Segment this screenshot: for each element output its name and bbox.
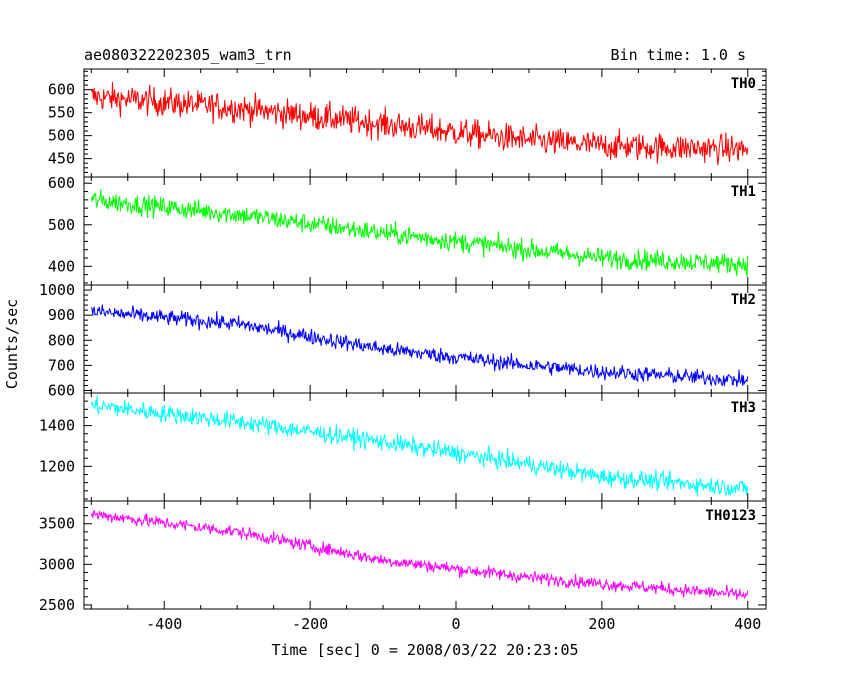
y-tick-label: 500	[48, 216, 75, 234]
y-axis-title: Counts/sec	[3, 299, 21, 389]
y-tick-label: 550	[48, 104, 75, 122]
bin-time-label: Bin time: 1.0 s	[611, 46, 746, 64]
y-tick-label: 500	[48, 127, 75, 145]
panel-th0: 450 500 550 600 TH0	[48, 68, 767, 178]
y-tick-label: 600	[48, 81, 75, 99]
y-tick-label: 2500	[39, 596, 75, 614]
panel-label-th3: TH3	[731, 400, 756, 416]
series-line-th2	[90, 304, 749, 387]
series-line-th1	[90, 189, 749, 277]
panel-label-th0: TH0	[731, 76, 756, 92]
x-tick-label: -200	[292, 615, 328, 633]
y-tick-label: 3000	[39, 555, 75, 573]
y-tick-label: 400	[48, 257, 75, 275]
x-tick-label: 0	[451, 615, 460, 633]
panel-frame	[83, 176, 767, 286]
y-tick-label: 1000	[39, 281, 75, 299]
y-tick-label: 600	[48, 174, 75, 192]
panel-frame	[83, 392, 767, 502]
panels-group: 450 500 550 600 TH0 400 500 600 TH1 600 700 800 900 1…	[39, 68, 767, 614]
y-tick-label: 1400	[39, 417, 75, 435]
panel-frame	[83, 68, 767, 178]
panel-th1: 400 500 600 TH1	[48, 174, 767, 286]
panel-label-th2: TH2	[731, 292, 756, 308]
panel-th0123: 2500 3000 3500 TH0123	[39, 500, 767, 614]
plot-title: ae080322202305_wam3_trn	[84, 46, 292, 64]
panel-th3: 1200 1400 TH3	[39, 392, 767, 502]
panel-frame	[83, 500, 767, 610]
y-tick-label: 900	[48, 306, 75, 324]
y-tick-label: 3500	[39, 515, 75, 533]
x-axis-title: Time [sec] 0 = 2008/03/22 20:23:05	[271, 641, 578, 659]
series-line-th0123	[90, 509, 749, 600]
series-line-th0	[90, 81, 749, 166]
y-tick-label: 800	[48, 331, 75, 349]
x-tick-label: 400	[734, 615, 761, 633]
y-tick-label: 700	[48, 356, 75, 374]
x-tick-label: 200	[588, 615, 615, 633]
panel-th2: 600 700 800 900 1000 TH2	[39, 281, 767, 399]
panel-label-th1: TH1	[731, 184, 756, 200]
x-axis: -400 -200 0 200 400	[146, 615, 761, 633]
series-line-th3	[90, 395, 749, 497]
x-tick-label: -400	[146, 615, 182, 633]
y-tick-label: 1200	[39, 457, 75, 475]
y-tick-label: 450	[48, 150, 75, 168]
panel-label-th0123: TH0123	[705, 508, 756, 524]
y-tick-label: 600	[48, 381, 75, 399]
